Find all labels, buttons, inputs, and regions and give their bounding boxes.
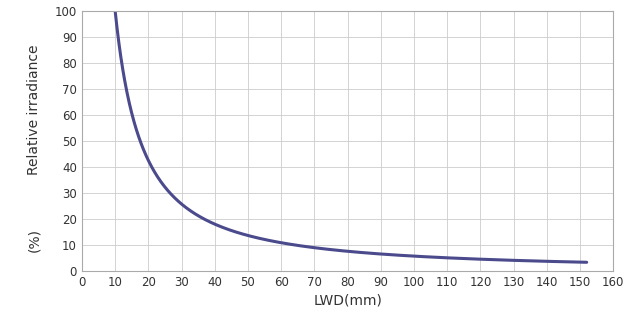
X-axis label: LWD(mm): LWD(mm) [313, 294, 382, 307]
Text: Relative irradiance: Relative irradiance [27, 44, 41, 175]
Text: (%): (%) [27, 228, 41, 252]
